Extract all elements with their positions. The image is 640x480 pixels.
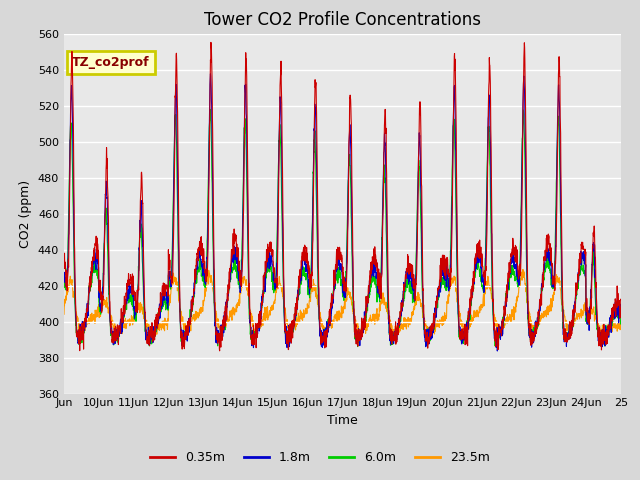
Text: TZ_co2prof: TZ_co2prof: [72, 56, 150, 69]
X-axis label: Time: Time: [327, 414, 358, 427]
Y-axis label: CO2 (ppm): CO2 (ppm): [19, 180, 33, 248]
Legend: 0.35m, 1.8m, 6.0m, 23.5m: 0.35m, 1.8m, 6.0m, 23.5m: [145, 446, 495, 469]
Title: Tower CO2 Profile Concentrations: Tower CO2 Profile Concentrations: [204, 11, 481, 29]
